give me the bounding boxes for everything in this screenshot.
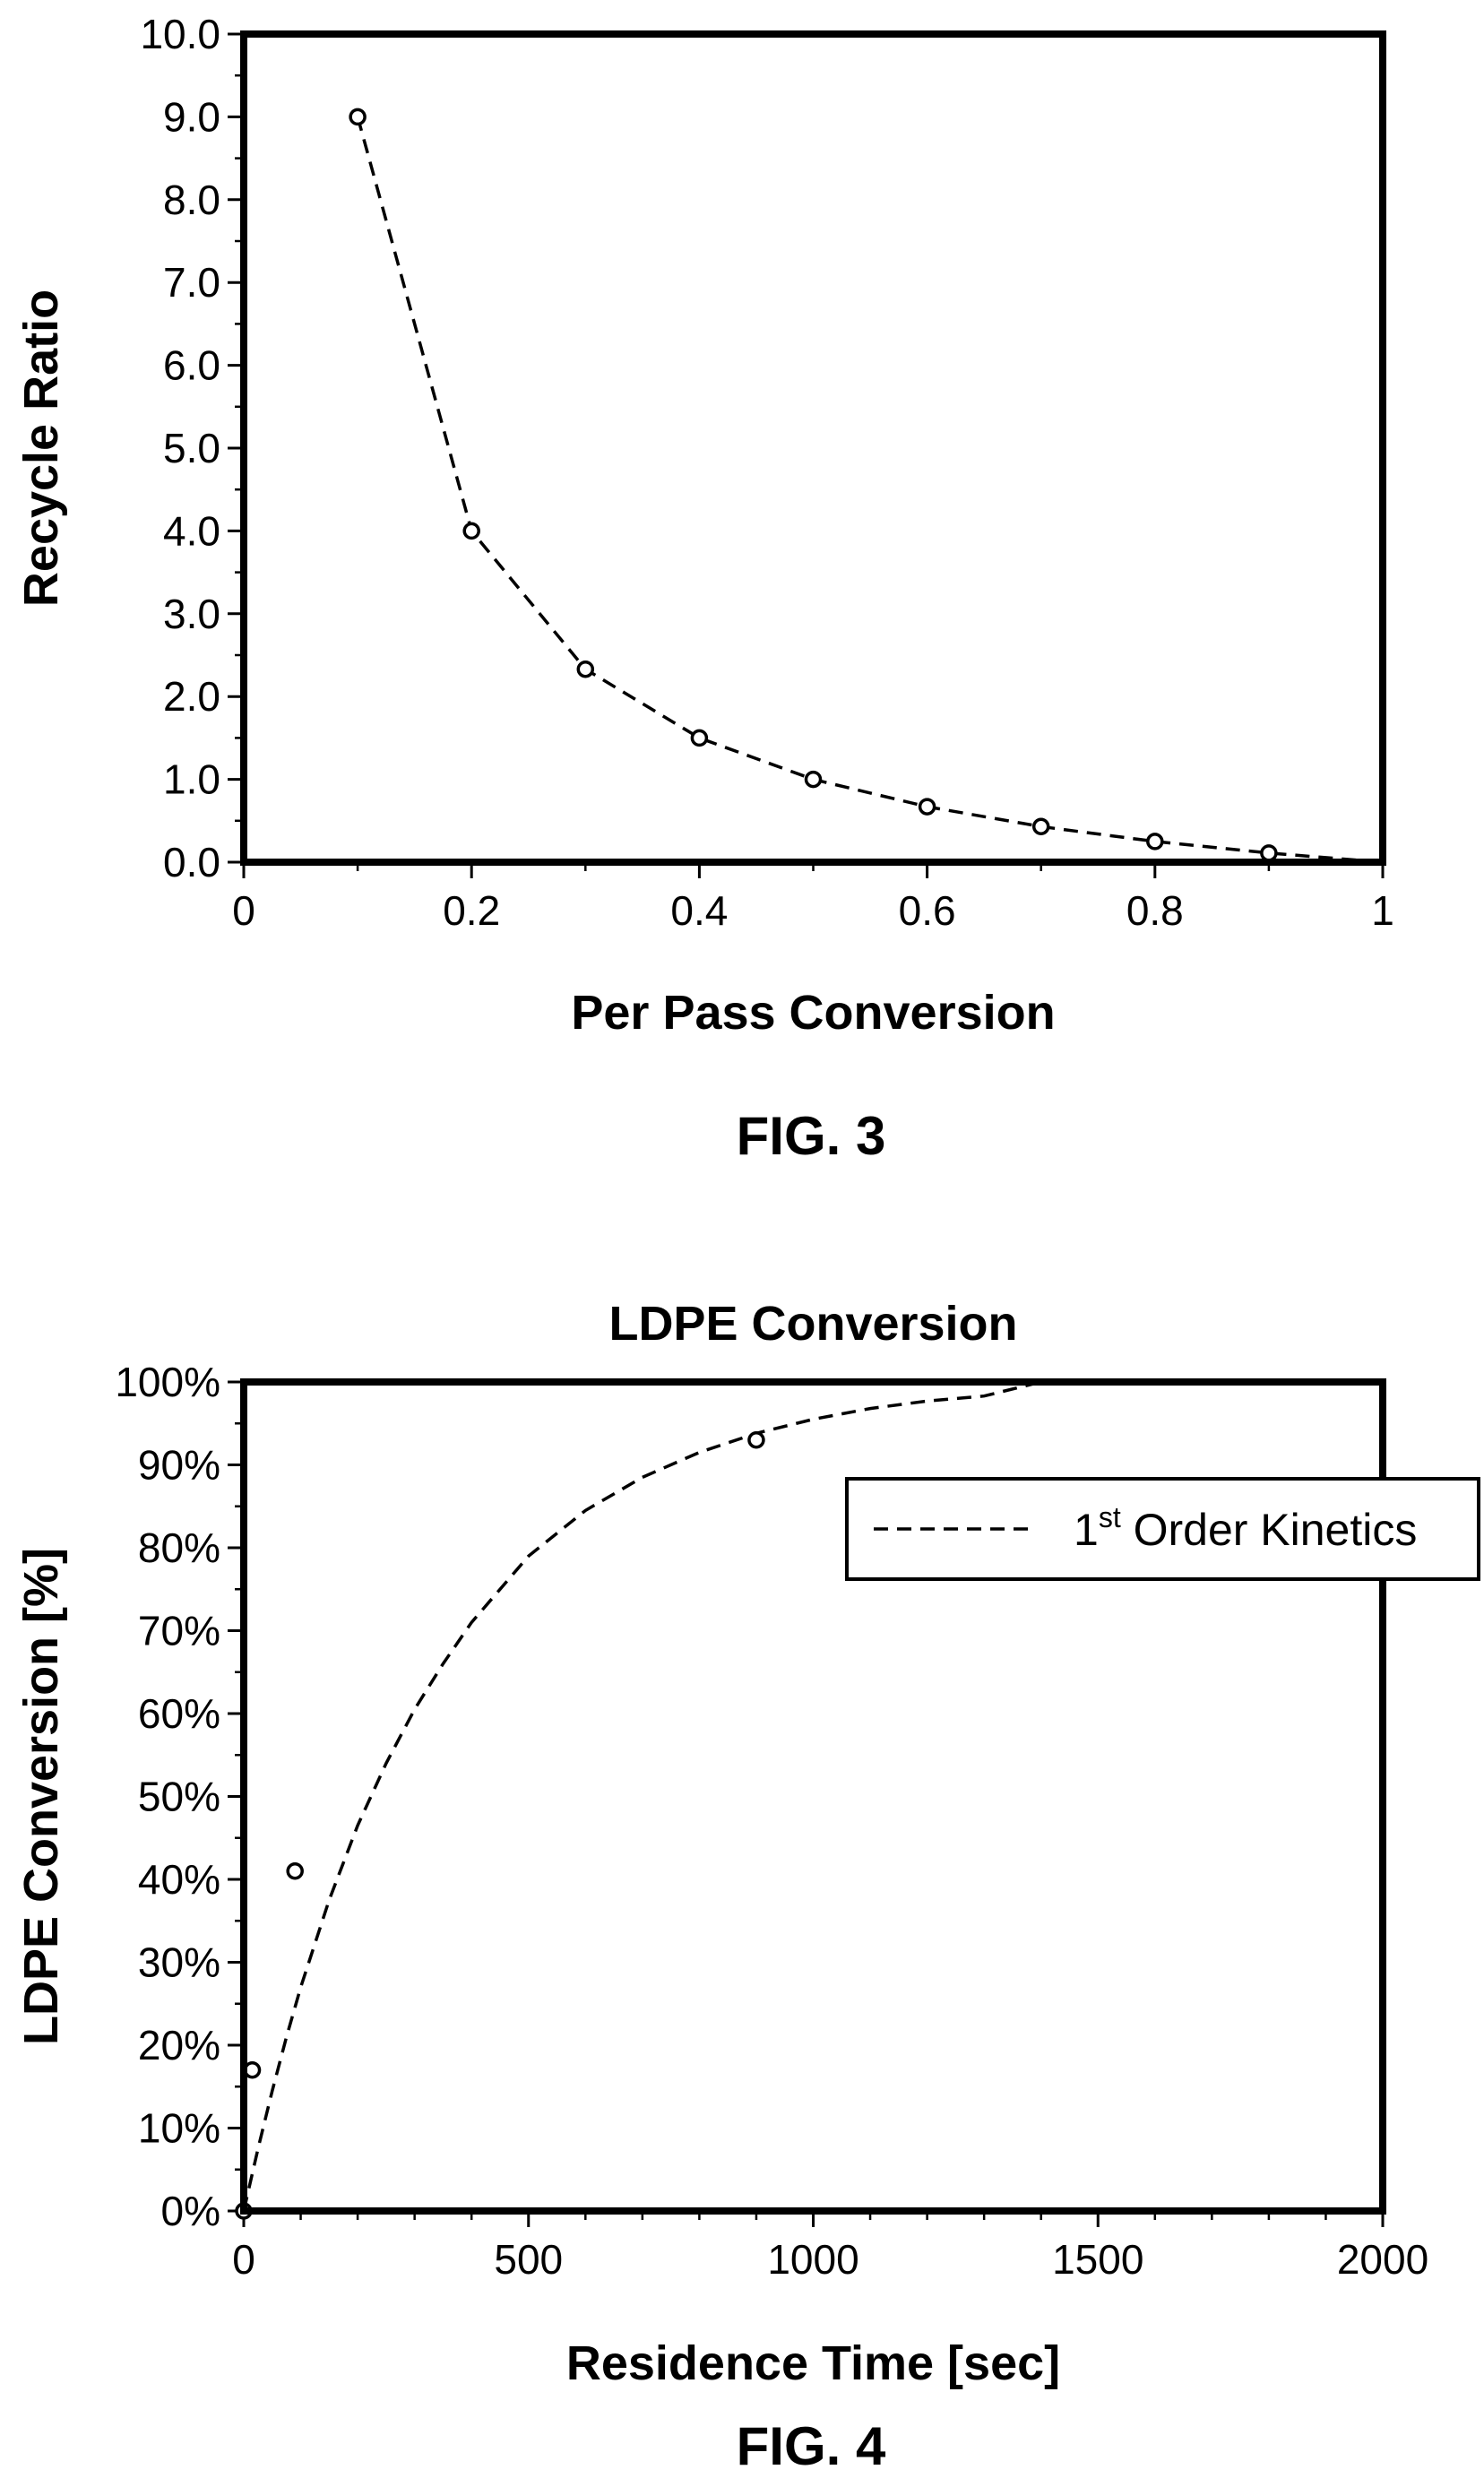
y-tick-label: 7.0 (163, 259, 220, 306)
data-point (1260, 844, 1278, 862)
ldpe-chart-plot-frame (240, 1378, 1386, 2215)
ldpe-conversion-chart: LDPE Conversion 0% 10% 20% 30% 40% 50% 60% 70% 8… (14, 1297, 1480, 2476)
legend-label-superscript: st (1099, 1501, 1121, 1533)
y-tick-label: 2.0 (163, 673, 220, 720)
figure-caption: FIG. 3 (737, 1106, 886, 1166)
x-tick-label: 2000 (1337, 2236, 1428, 2283)
series-dashed-line (356, 116, 1384, 864)
data-point (576, 660, 595, 678)
x-axis-title: Per Pass Conversion (571, 986, 1055, 1040)
x-tick-label: 500 (494, 2236, 563, 2283)
data-point (918, 798, 936, 816)
x-tick-label: 0 (232, 2236, 255, 2283)
data-point (1146, 833, 1164, 851)
data-point (690, 729, 709, 747)
y-tick-label: 20% (138, 2022, 220, 2068)
x-tick-label: 0.4 (670, 887, 728, 934)
ldpe-chart-ticks: 0% 10% 20% 30% 40% 50% 60% 70% 80% 90% 100% 0 500 100… (115, 1359, 1428, 2283)
y-tick-label: 3.0 (163, 591, 220, 637)
y-tick-label: 80% (138, 1524, 220, 1571)
y-tick-label: 8.0 (163, 177, 220, 223)
y-axis-title: Recycle Ratio (14, 289, 68, 607)
x-tick-label: 1000 (767, 2236, 858, 2283)
legend-label-rest: Order Kinetics (1121, 1505, 1418, 1555)
y-tick-label: 90% (138, 1442, 220, 1489)
y-tick-label: 30% (138, 1939, 220, 1986)
y-tick-label: 0.0 (163, 839, 220, 885)
data-point (747, 1431, 765, 1449)
y-tick-label: 10% (138, 2105, 220, 2152)
x-tick-label: 1 (1371, 887, 1394, 934)
legend-label-number: 1 (1074, 1505, 1099, 1555)
y-tick-label: 70% (138, 1608, 220, 1654)
y-tick-label: 10.0 (140, 11, 220, 57)
figure-caption: FIG. 4 (737, 2416, 886, 2476)
y-tick-label: 0% (161, 2188, 220, 2234)
series-dashed-line (242, 1380, 1042, 2212)
data-point (1031, 817, 1050, 836)
y-tick-label: 100% (115, 1359, 220, 1405)
legend: 1st Order Kinetics (845, 1477, 1480, 1581)
y-axis-title: LDPE Conversion [%] (14, 1548, 68, 2045)
data-point (349, 108, 367, 126)
x-tick-label: 0.8 (1126, 887, 1184, 934)
chart-title: LDPE Conversion (608, 1297, 1017, 1351)
y-tick-label: 40% (138, 1856, 220, 1903)
x-tick-label: 1500 (1052, 2236, 1143, 2283)
y-tick-label: 50% (138, 1774, 220, 1820)
data-point (804, 770, 823, 789)
y-tick-label: 9.0 (163, 93, 220, 140)
x-axis-title: Residence Time [sec] (566, 2336, 1060, 2390)
x-tick-label: 0.6 (899, 887, 956, 934)
recycle-chart-ticks: 0.0 1.0 2.0 3.0 4.0 5.0 6.0 7.0 8.0 9.0 10.0 0 0.2 0.… (140, 11, 1393, 934)
legend-label: 1st Order Kinetics (1074, 1501, 1417, 1555)
y-tick-label: 1.0 (163, 756, 220, 803)
y-tick-label: 4.0 (163, 507, 220, 554)
data-point (462, 522, 480, 540)
y-tick-label: 6.0 (163, 342, 220, 389)
recycle-ratio-chart: 0.0 1.0 2.0 3.0 4.0 5.0 6.0 7.0 8.0 9.0 10.0 0 0.2 0.… (14, 11, 1394, 1166)
x-tick-label: 0.2 (443, 887, 500, 934)
data-point (286, 1862, 304, 1880)
y-tick-label: 60% (138, 1690, 220, 1737)
recycle-chart-marks (349, 108, 1384, 864)
recycle-chart-plot-frame (240, 30, 1386, 866)
x-tick-label: 0 (232, 887, 255, 934)
y-tick-label: 5.0 (163, 425, 220, 471)
